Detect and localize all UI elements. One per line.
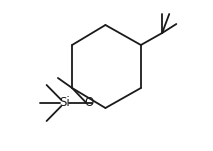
Text: Si: Si xyxy=(59,96,70,109)
Text: O: O xyxy=(85,96,94,109)
